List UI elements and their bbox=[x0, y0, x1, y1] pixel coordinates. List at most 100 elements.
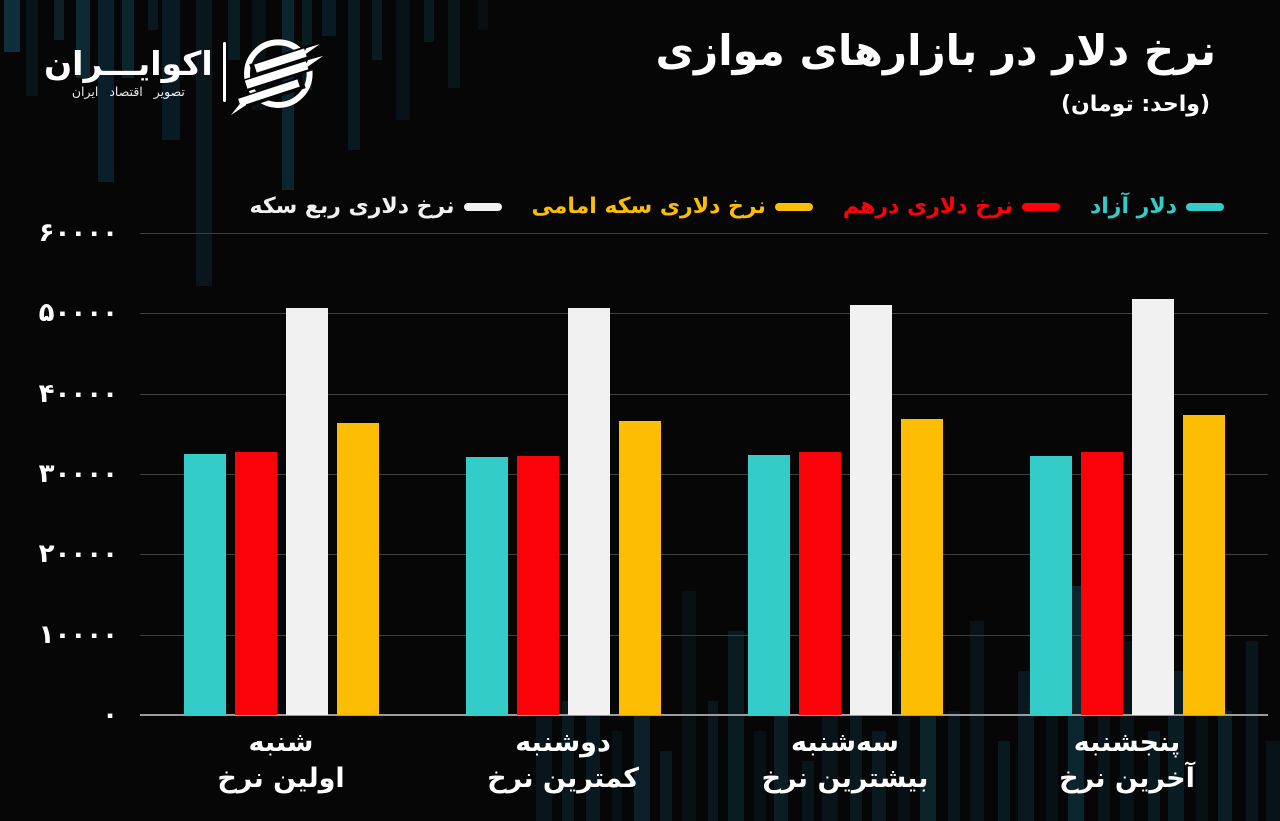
unit-label: (واحد: تومان) bbox=[1060, 92, 1210, 118]
background-bar bbox=[872, 731, 886, 821]
background-bar bbox=[754, 731, 766, 821]
background-bar bbox=[98, 0, 114, 182]
header: نرخ دلار در بازارهای موازی (واحد: تومان) bbox=[656, 26, 1216, 117]
bar-0-cat-2 bbox=[747, 454, 790, 715]
brand-text: اکوایـــران تصویر اقتصاد ایران bbox=[44, 43, 213, 100]
background-bar bbox=[1246, 641, 1258, 821]
legend-item-rob-sekke: نرخ دلاری ربع سکه bbox=[249, 194, 502, 219]
y-tick-label: ۶۰۰۰۰ bbox=[38, 218, 118, 248]
bar-3-cat-2 bbox=[900, 418, 943, 715]
brand-name: اکوایـــران bbox=[44, 43, 213, 83]
gridline bbox=[140, 554, 1268, 556]
x-category-thursday: پنجشنبه آخرین نرخ bbox=[986, 726, 1268, 796]
x-category-monday: دوشنبه کمترین نرخ bbox=[422, 726, 704, 796]
legend-label: دلار آزاد bbox=[1089, 194, 1177, 219]
brand-logo: اکوایـــران تصویر اقتصاد ایران bbox=[44, 28, 324, 116]
bar-0-cat-3 bbox=[1029, 455, 1072, 715]
background-bar bbox=[54, 0, 64, 40]
gridline bbox=[140, 233, 1268, 234]
background-bar bbox=[478, 0, 488, 30]
background-bar bbox=[970, 621, 984, 821]
gridline bbox=[140, 313, 1268, 315]
gridline bbox=[140, 634, 1268, 636]
x-category-desc: بیشترین نرخ bbox=[761, 763, 929, 794]
background-bar bbox=[1068, 586, 1084, 821]
y-tick-label: ۵۰۰۰۰ bbox=[38, 298, 118, 329]
background-bar bbox=[802, 761, 814, 821]
x-category-desc: اولین نرخ bbox=[217, 763, 345, 794]
chart-legend: دلار آزاد نرخ دلاری درهم نرخ دلاری سکه ا… bbox=[249, 194, 1224, 219]
y-axis: ۰ ۱۰۰۰۰ ۲۰۰۰۰ ۳۰۰۰۰ ۴۰۰۰۰ ۵۰۰۰۰ ۶۰۰۰۰ bbox=[0, 218, 126, 730]
background-bar bbox=[396, 0, 410, 120]
background-bar bbox=[1266, 741, 1280, 821]
bar-1-cat-0 bbox=[234, 452, 277, 715]
bar-0-cat-0 bbox=[183, 453, 226, 715]
logo-separator bbox=[222, 42, 226, 102]
x-category-saturday: شنبه اولین نرخ bbox=[140, 726, 422, 796]
background-bar bbox=[562, 701, 574, 821]
background-bar bbox=[424, 0, 434, 42]
y-tick-label: ۰ bbox=[102, 700, 118, 730]
background-bar bbox=[1098, 701, 1110, 821]
bar-3-cat-3 bbox=[1182, 414, 1225, 715]
x-axis: شنبه اولین نرخ دوشنبه کمترین نرخ سه‌شنبه… bbox=[140, 726, 1268, 796]
legend-marker-derham bbox=[1021, 202, 1060, 211]
background-bar bbox=[948, 711, 960, 821]
background-bar bbox=[1148, 731, 1160, 821]
background-bar bbox=[448, 0, 460, 88]
legend-marker-rob-sekke bbox=[463, 202, 502, 211]
legend-label: نرخ دلاری درهم bbox=[842, 194, 1013, 219]
brand-tagline: تصویر اقتصاد ایران bbox=[71, 84, 185, 100]
background-bar bbox=[708, 701, 718, 821]
gridline bbox=[140, 474, 1268, 475]
x-category-day: دوشنبه bbox=[515, 727, 611, 758]
ecoiran-logo-icon bbox=[230, 39, 323, 116]
background-bar bbox=[148, 0, 158, 30]
background-bar bbox=[322, 0, 336, 36]
gridline bbox=[140, 393, 1268, 395]
background-bar bbox=[348, 0, 360, 150]
background-bar bbox=[122, 0, 134, 78]
x-category-day: شنبه bbox=[248, 727, 314, 758]
bar-1-cat-3 bbox=[1080, 451, 1123, 715]
background-bar bbox=[76, 0, 90, 78]
chart-plot-area bbox=[140, 233, 1268, 716]
y-tick-label: ۳۰۰۰۰ bbox=[38, 459, 118, 489]
background-bar bbox=[660, 751, 672, 821]
background-bar bbox=[1120, 641, 1134, 821]
background-bar bbox=[1218, 711, 1232, 821]
x-category-day: پنجشنبه bbox=[1073, 727, 1181, 758]
page-title: نرخ دلار در بازارهای موازی bbox=[655, 26, 1216, 75]
background-bar bbox=[196, 0, 212, 286]
bar-1-cat-2 bbox=[798, 451, 841, 715]
legend-item-derham: نرخ دلاری درهم bbox=[843, 194, 1060, 219]
legend-marker-dollar-azad bbox=[1186, 202, 1224, 211]
background-bar bbox=[850, 691, 862, 821]
bar-2-cat-1 bbox=[567, 307, 610, 715]
legend-item-sekke-emami: نرخ دلاری سکه امامی bbox=[532, 194, 813, 219]
bar-2-cat-2 bbox=[849, 305, 892, 715]
y-tick-label: ۴۰۰۰۰ bbox=[38, 378, 118, 409]
background-bar bbox=[372, 0, 382, 60]
legend-label: نرخ دلاری سکه امامی bbox=[531, 194, 766, 219]
bar-2-cat-3 bbox=[1131, 298, 1174, 715]
x-category-day: سه‌شنبه bbox=[791, 727, 899, 758]
bar-3-cat-0 bbox=[336, 422, 379, 715]
background-bar bbox=[612, 731, 622, 821]
bar-2-cat-0 bbox=[285, 307, 328, 715]
y-tick-label: ۱۰۰۰۰ bbox=[38, 619, 118, 650]
x-category-tuesday: سه‌شنبه بیشترین نرخ bbox=[704, 726, 986, 796]
background-bar bbox=[26, 0, 38, 96]
x-category-desc: آخرین نرخ bbox=[1059, 763, 1195, 794]
legend-label: نرخ دلاری ربع سکه bbox=[249, 194, 455, 219]
background-bar bbox=[682, 591, 696, 821]
background-bar bbox=[162, 0, 180, 140]
x-axis-line bbox=[140, 714, 1268, 716]
x-category-desc: کمترین نرخ bbox=[487, 763, 639, 794]
legend-item-dollar-azad: دلار آزاد bbox=[1090, 194, 1224, 219]
background-bar bbox=[228, 0, 240, 60]
y-tick-label: ۲۰۰۰۰ bbox=[38, 539, 118, 570]
legend-marker-sekke-emami bbox=[774, 202, 813, 211]
